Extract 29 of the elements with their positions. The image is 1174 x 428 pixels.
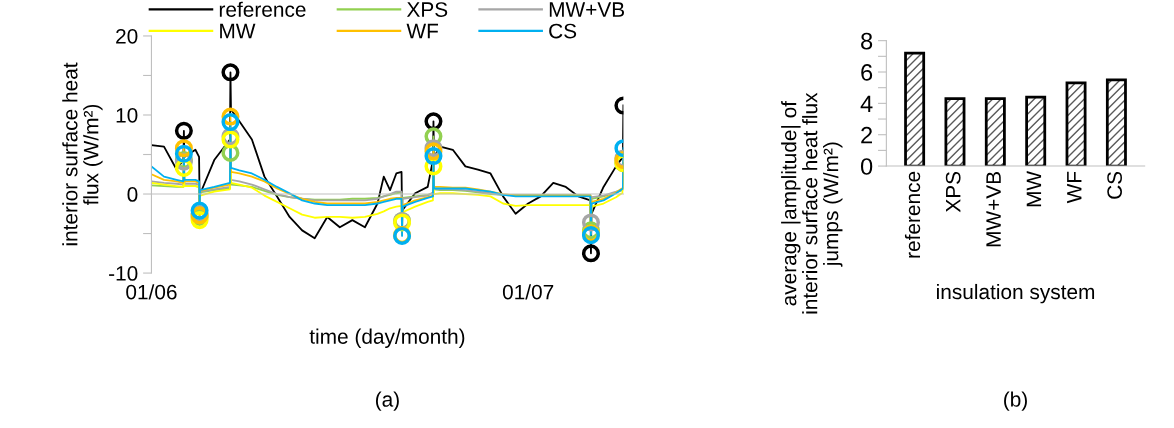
legend-label: XPS	[406, 2, 448, 17]
y-axis-title: average |amplitude| of interior surface heat flux jumps (W/m²)	[781, 92, 843, 314]
y-tick-label: 10	[116, 107, 138, 123]
y-tick-label: -10	[109, 266, 138, 281]
y-axis-title: interior surface heat flux (W/m²)	[62, 62, 103, 246]
y-tick-label: 0	[860, 158, 873, 175]
x-tick-label: reference	[904, 171, 921, 258]
text: (b)	[1004, 391, 1027, 411]
x-tick-label: CS	[1107, 171, 1122, 199]
text: (a)	[375, 391, 399, 411]
x-axis-title: time (day/month)	[309, 328, 465, 349]
x-tick-label: XPS	[945, 171, 961, 213]
x-tick-label: 01/06	[126, 284, 177, 300]
legend-label: MW+VB	[549, 2, 625, 17]
y-tick-label: 6	[861, 64, 873, 81]
y-tick-label: 0	[127, 187, 138, 202]
legend-label: CS	[549, 23, 577, 39]
y-tick-label: 20	[116, 28, 138, 44]
x-tick-label: MW	[1026, 171, 1042, 207]
x-tick-label: MW+VB	[986, 172, 1001, 247]
x-tick-label: WF	[1067, 171, 1082, 204]
legend-label: reference	[219, 1, 306, 17]
y-tick-label: 8	[861, 32, 873, 50]
x-axis-title: insulation system	[937, 283, 1095, 304]
y-tick-label: 4	[860, 95, 873, 112]
y-tick-label: 2	[861, 126, 872, 144]
x-tick-label: 01/07	[502, 284, 554, 300]
legend-label: WF	[406, 23, 439, 39]
legend-label: MW	[220, 23, 256, 39]
